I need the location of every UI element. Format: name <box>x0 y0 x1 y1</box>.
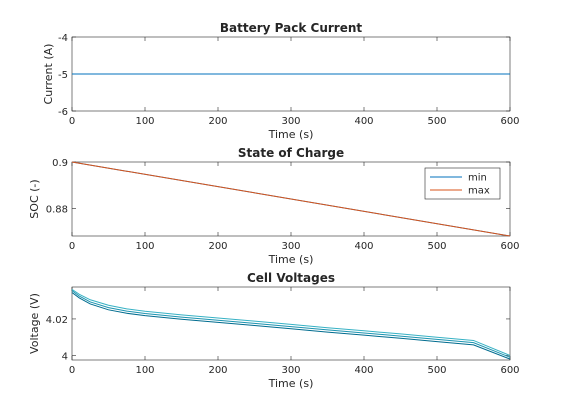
legend <box>424 167 501 200</box>
y-axis-label: Voltage (V) <box>28 293 41 354</box>
y-axis-label: SOC (-) <box>28 179 41 218</box>
x-tick-label: 500 <box>427 365 446 376</box>
x-axis-label: Time (s) <box>268 253 314 266</box>
x-axis-label: Time (s) <box>268 128 314 141</box>
x-tick-label: 400 <box>354 365 373 376</box>
chart-title: State of Charge <box>238 146 344 160</box>
chart-title: Battery Pack Current <box>220 21 362 35</box>
x-tick-label: 100 <box>135 116 154 127</box>
x-tick-label: 100 <box>135 241 154 252</box>
y-tick-label: -4 <box>58 33 68 44</box>
y-tick-label: 0.9 <box>52 158 68 169</box>
y-tick-label: 4 <box>62 351 68 362</box>
x-tick-label: 400 <box>354 116 373 127</box>
series-line-3 <box>71 292 511 360</box>
x-tick-label: 300 <box>281 116 300 127</box>
x-tick-label: 300 <box>281 241 300 252</box>
x-tick-label: 0 <box>69 116 75 127</box>
x-tick-label: 200 <box>208 116 227 127</box>
plot-area <box>71 286 511 361</box>
x-axis-label: Time (s) <box>268 377 314 390</box>
y-tick-label: -5 <box>58 70 68 81</box>
axes-soc: State of Charge 0 100 200 300 400 500 600 0.88 0.… <box>28 146 520 266</box>
x-tick-label: 500 <box>427 116 446 127</box>
x-tick-label: 200 <box>208 365 227 376</box>
y-axis-label: Current (A) <box>42 44 55 105</box>
legend-entry-min: min <box>468 173 487 184</box>
x-tick-label: 0 <box>69 241 75 252</box>
x-tick-label: 500 <box>427 241 446 252</box>
x-tick-label: 0 <box>69 365 75 376</box>
y-tick-label: -6 <box>58 107 68 118</box>
x-tick-label: 300 <box>281 365 300 376</box>
y-tick-label: 4.02 <box>46 315 68 326</box>
legend-entry-max: max <box>468 186 490 197</box>
x-tick-label: 100 <box>135 365 154 376</box>
series-line-max <box>71 161 511 237</box>
x-tick-label: 600 <box>500 116 519 127</box>
axes-voltage: Cell Voltages 0 100 200 300 400 500 600 4 4.02 Tim… <box>28 271 520 390</box>
series-line-1 <box>71 288 511 356</box>
chart-title: Cell Voltages <box>247 271 335 285</box>
x-tick-label: 400 <box>354 241 373 252</box>
series-line-2 <box>71 290 511 358</box>
y-tick-label: 0.88 <box>46 205 68 216</box>
x-tick-label: 600 <box>500 365 519 376</box>
axes-current: Battery Pack Current 0 100 200 300 400 500 600 -… <box>42 21 520 141</box>
x-tick-label: 200 <box>208 241 227 252</box>
x-tick-label: 600 <box>500 241 519 252</box>
